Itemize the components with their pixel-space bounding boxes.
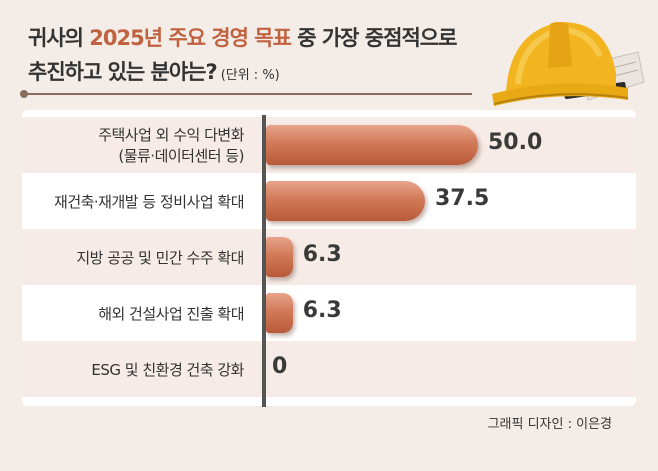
bar <box>266 181 425 221</box>
category-label-line: 주택사업 외 수익 다변화 <box>98 126 244 144</box>
hard-hat-illustration <box>492 22 645 106</box>
chart-title: 귀사의 2025년 주요 경영 목표 중 가장 중점적으로 <box>28 22 457 52</box>
title-prefix: 귀사의 <box>28 26 90 50</box>
bar-value-label: 37.5 <box>435 186 490 211</box>
title-suffix: 중 가장 중점적으로 <box>290 26 457 50</box>
bar-value-label: 6.3 <box>302 298 342 323</box>
bar <box>266 237 293 277</box>
y-axis-line <box>262 115 266 407</box>
category-label-subline: (물류·데이터센터 등) <box>118 147 244 165</box>
category-label: 지방 공공 및 민간 수주 확대 <box>76 229 244 285</box>
header-rule <box>22 93 472 95</box>
category-label: 재건축·재개발 등 정비사업 확대 <box>54 173 244 229</box>
bar <box>266 125 478 165</box>
category-label: 해외 건설사업 진출 확대 <box>98 285 244 341</box>
category-label-line: ESG 및 친환경 건축 강화 <box>91 360 244 379</box>
bar-value-label: 6.3 <box>302 242 342 267</box>
graphic-credit: 그래픽 디자인 : 이은경 <box>487 417 612 432</box>
title-line2-text: 추진하고 있는 분야는? <box>28 60 218 84</box>
bar-row: 해외 건설사업 진출 확대 <box>22 285 636 341</box>
bar-row: 지방 공공 및 민간 수주 확대 <box>22 229 636 285</box>
chart-header: 귀사의 2025년 주요 경영 목표 중 가장 중점적으로 추진하고 있는 분야… <box>0 0 658 106</box>
bar-row: ESG 및 친환경 건축 강화 <box>22 341 636 397</box>
bar-value-label: 50.0 <box>488 130 543 155</box>
bar-row: 재건축·재개발 등 정비사업 확대 <box>22 173 636 229</box>
title-accent: 2025년 주요 경영 목표 <box>89 26 292 50</box>
category-label: ESG 및 친환경 건축 강화 <box>91 341 244 397</box>
bar-value-label: 0 <box>272 354 288 379</box>
category-label-line: 재건축·재개발 등 정비사업 확대 <box>54 192 244 211</box>
unit-label: (단위 : %) <box>220 68 280 83</box>
chart-title-line2: 추진하고 있는 분야는? (단위 : %) <box>28 56 280 86</box>
category-label-line: 해외 건설사업 진출 확대 <box>98 304 244 323</box>
category-label: 주택사업 외 수익 다변화 (물류·데이터센터 등) <box>98 117 244 173</box>
category-label-line: 지방 공공 및 민간 수주 확대 <box>76 248 244 267</box>
bar <box>266 293 293 333</box>
